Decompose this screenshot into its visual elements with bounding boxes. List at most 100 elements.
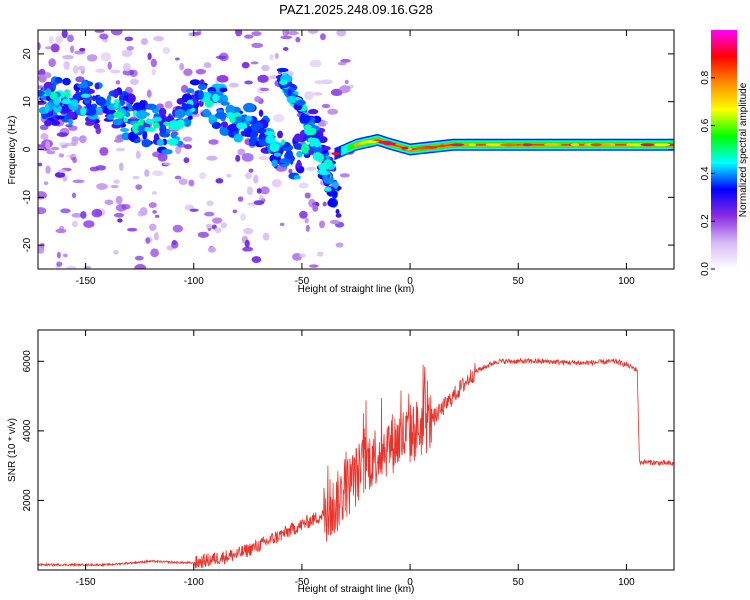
noise-blob <box>250 61 259 65</box>
ridge-blob <box>156 138 165 147</box>
ridge-blob <box>249 142 256 147</box>
ridge-blob <box>132 123 141 134</box>
noise-blob <box>237 148 246 156</box>
snr-x-axis-label: Height of straight line (km) <box>298 584 415 595</box>
ridge-blob <box>84 121 95 126</box>
noise-blob <box>215 178 224 184</box>
noise-blob <box>205 223 212 229</box>
ridge-blob <box>277 130 283 139</box>
noise-blob <box>72 157 77 164</box>
snr-ticks: -150 -100 -50 0 50 100 2000 4000 6000 <box>22 330 674 588</box>
ridge-blob <box>221 121 229 128</box>
noise-blob <box>182 136 193 142</box>
noise-blob <box>322 201 327 207</box>
noise-blob <box>38 144 45 148</box>
noise-blob <box>115 147 126 152</box>
noise-blob <box>320 33 326 41</box>
noise-blob <box>305 224 310 232</box>
noise-blob <box>330 88 343 97</box>
noise-blob <box>242 246 254 252</box>
noise-blob <box>45 165 51 174</box>
ridge-blob <box>43 81 53 91</box>
spectrogram-marks <box>38 30 674 269</box>
noise-blob <box>63 61 70 70</box>
ridge-blob <box>296 150 303 158</box>
noise-blob <box>271 179 282 188</box>
noise-blob <box>244 80 253 85</box>
x-tick-label: -150 <box>76 577 96 588</box>
ridge-blob <box>279 159 291 164</box>
ridge-blob <box>137 125 145 133</box>
noise-blob <box>244 239 250 248</box>
noise-blob <box>69 45 75 54</box>
noise-blob <box>199 171 207 180</box>
x-tick-label: 0 <box>407 276 413 287</box>
x-tick-label: 100 <box>618 276 635 287</box>
noise-blob <box>339 173 350 178</box>
noise-blob <box>38 42 41 51</box>
ridge-blob <box>114 101 119 109</box>
noise-blob <box>110 184 119 189</box>
ridge-blob <box>112 118 123 126</box>
ridge-blob <box>141 139 152 148</box>
noise-blob <box>54 171 66 178</box>
noise-blob <box>154 214 160 218</box>
noise-blob <box>244 34 254 39</box>
ridge-blob <box>264 131 276 136</box>
chart-title: PAZ1.2025.248.09.16.G28 <box>279 2 433 17</box>
ridge-blob <box>161 148 173 155</box>
noise-blob <box>335 242 344 248</box>
noise-blob <box>152 209 157 214</box>
ridge-blob <box>265 134 276 144</box>
ridge-blob <box>233 133 244 143</box>
noise-blob <box>208 139 219 145</box>
ridge-blob <box>185 88 195 94</box>
noise-blob <box>60 144 68 149</box>
noise-blob <box>110 69 121 74</box>
noise-blob <box>43 181 49 186</box>
noise-blob <box>114 212 125 218</box>
noise-blob <box>77 65 86 71</box>
noise-blob <box>189 208 199 212</box>
noise-blob <box>312 92 323 96</box>
noise-blob <box>153 36 165 42</box>
ridge-blob <box>258 109 264 117</box>
noise-blob <box>258 155 270 161</box>
noise-blob <box>183 68 193 77</box>
noise-blob <box>139 206 148 216</box>
noise-blob <box>235 154 241 162</box>
noise-blob <box>75 76 85 83</box>
ridge-blob <box>123 117 129 123</box>
colorbar-tick-label: 0.6 <box>700 118 711 132</box>
noise-blob <box>235 30 243 37</box>
noise-blob <box>344 79 349 85</box>
noise-blob <box>188 32 201 37</box>
ridge-blob <box>335 208 340 214</box>
x-tick-label: 50 <box>513 276 525 287</box>
noise-blob <box>99 147 109 156</box>
noise-blob <box>243 227 254 235</box>
ridge-blob <box>226 112 235 119</box>
noise-blob <box>314 80 325 85</box>
stable-tone-blob <box>626 143 635 147</box>
ridge-blob <box>95 96 106 106</box>
ridge-blob <box>212 93 220 103</box>
ridge-blob <box>93 123 100 130</box>
noise-blob <box>38 191 47 200</box>
ridge-blob <box>269 143 280 153</box>
stable-tone-blob <box>570 143 580 147</box>
ridge-blob <box>80 107 87 116</box>
stable-tone-blob <box>450 143 465 147</box>
ridge-blob <box>62 98 72 105</box>
noise-blob <box>262 232 270 241</box>
noise-blob <box>280 35 293 40</box>
noise-blob <box>132 175 140 180</box>
noise-blob <box>309 264 319 268</box>
ridge-blob <box>45 88 52 97</box>
ridge-blob <box>44 103 50 114</box>
y-tick-label: 10 <box>22 96 33 108</box>
y-tick-label: 4000 <box>22 419 33 442</box>
noise-blob <box>286 30 299 36</box>
noise-blob <box>212 217 223 224</box>
